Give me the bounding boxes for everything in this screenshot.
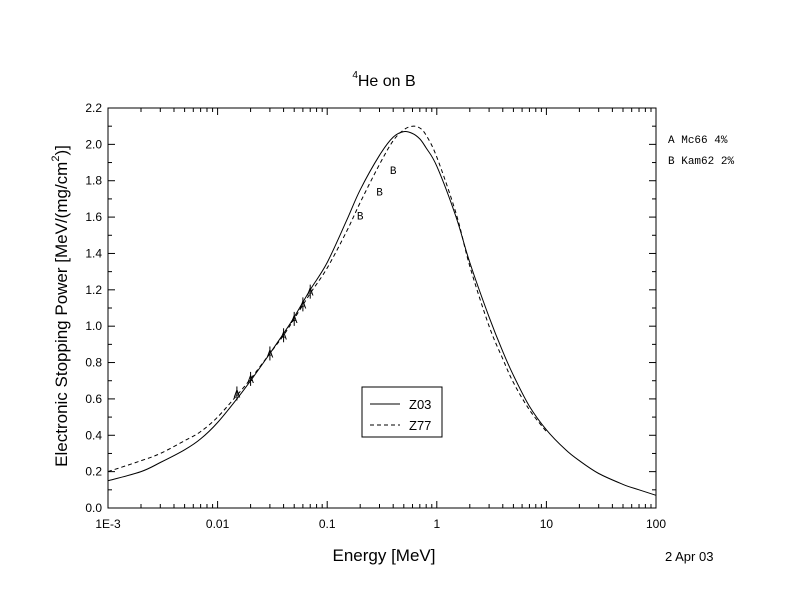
y-tick-label: 1.2 [85, 283, 102, 297]
legend: Z03 Z77 [361, 386, 443, 438]
y-axis-label-close: )] [52, 145, 71, 155]
dataset-key: A Mc66 4% B Kam62 2% [668, 135, 734, 168]
y-axis-label: Electronic Stopping Power [MeV/(mg/cm2)] [50, 145, 71, 467]
y-axis-label-main: Electronic Stopping Power [MeV/(mg/cm [52, 162, 71, 467]
data-point-a: A [300, 300, 307, 312]
dataset-key-b: B Kam62 2% [668, 156, 734, 168]
y-tick-label: 0.6 [85, 392, 102, 406]
data-point-a: A [291, 315, 298, 327]
series-line-z03 [107, 130, 657, 496]
y-axis-label-superscript: 2 [50, 156, 62, 162]
data-point-a: A [307, 288, 314, 300]
x-tick-label: 1 [433, 517, 440, 531]
y-tick-label: 1.6 [85, 210, 102, 224]
y-tick-label: 0.8 [85, 356, 102, 370]
y-tick-label: 2.0 [85, 137, 102, 151]
x-tick-label: 10 [540, 517, 554, 531]
dataset-key-a: A Mc66 4% [668, 135, 728, 147]
y-tick-label: 0.0 [85, 501, 102, 515]
x-axis: 1E-3 0.01 0.1 1 10 100 [95, 108, 666, 531]
plot-area: 0.0 0.2 0.4 0.6 0.8 1.0 1.2 1.4 1.6 1.8 2.0 2.2 1E-… [85, 101, 666, 531]
x-tick-label: 0.01 [206, 517, 230, 531]
y-tick-label: 1.0 [85, 319, 102, 333]
legend-label-z03: Z03 [409, 397, 431, 412]
chart-title: 4He on B [352, 70, 415, 90]
x-tick-label: 1E-3 [95, 517, 121, 531]
data-point-b: B [376, 188, 383, 200]
series-line-z77 [107, 125, 547, 473]
y-tick-label: 0.2 [85, 465, 102, 479]
legend-box [361, 386, 443, 438]
data-point-a: A [280, 331, 287, 343]
data-point-a: A [247, 375, 254, 387]
plot-frame [107, 107, 657, 509]
legend-label-z77: Z77 [409, 418, 431, 433]
y-axis: 0.0 0.2 0.4 0.6 0.8 1.0 1.2 1.4 1.6 1.8 2.0 2.2 [85, 101, 656, 515]
data-point-a: A [267, 349, 274, 361]
curves [107, 125, 657, 496]
x-tick-label: 0.1 [319, 517, 336, 531]
x-axis-label: Energy [MeV] [333, 546, 436, 565]
data-point-a: A [234, 389, 241, 401]
title-superscript: 4 [352, 70, 358, 81]
date-stamp: 2 Apr 03 [665, 549, 713, 564]
title-main: He on B [358, 73, 416, 90]
y-tick-label: 0.4 [85, 428, 102, 442]
y-tick-label: 1.4 [85, 246, 102, 260]
x-tick-label: 100 [646, 517, 666, 531]
y-tick-label: 2.2 [85, 101, 102, 115]
data-point-b: B [357, 211, 364, 223]
data-point-b: B [390, 166, 397, 178]
y-tick-label: 1.8 [85, 174, 102, 188]
